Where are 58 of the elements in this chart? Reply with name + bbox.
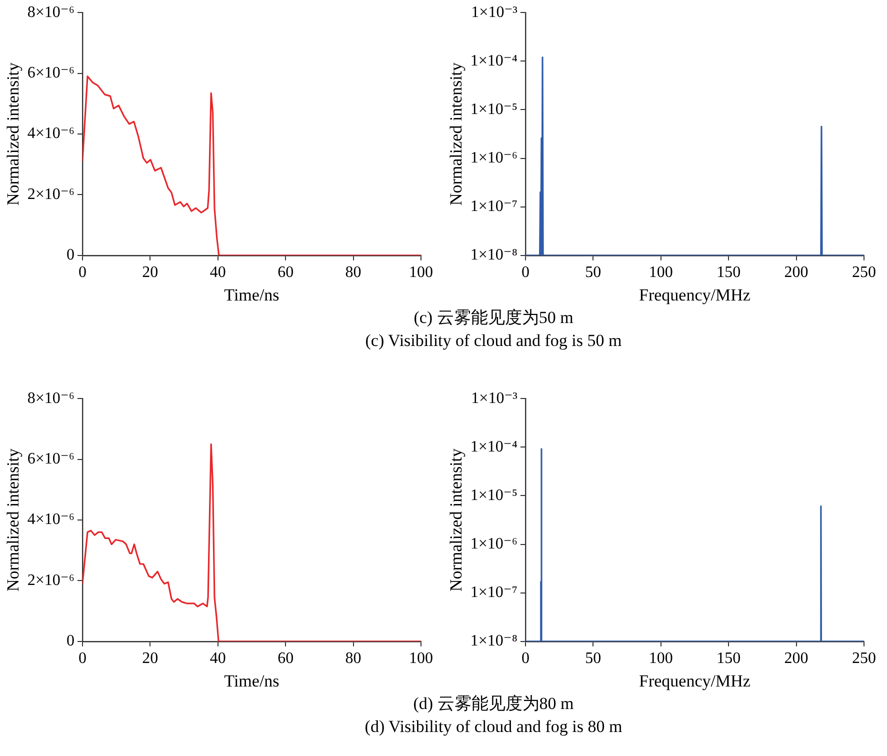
y-tick-label: 2×10⁻⁶ bbox=[27, 572, 74, 589]
x-tick-label: 80 bbox=[345, 650, 362, 668]
x-tick-label: 150 bbox=[716, 650, 741, 668]
x-tick-label: 150 bbox=[716, 264, 741, 282]
x-tick-label: 100 bbox=[409, 264, 433, 282]
x-tick-label: 80 bbox=[345, 264, 362, 282]
y-tick-label: 1×10⁻⁵ bbox=[470, 486, 518, 504]
text: (c) 云雾能见度为50 m bbox=[412, 307, 574, 329]
y-axis-title: Normalized intensity bbox=[4, 448, 23, 592]
y-axis-title: Normalized intensity bbox=[446, 448, 466, 592]
y-tick-label: 8×10⁻⁶ bbox=[27, 390, 74, 407]
y-tick-label: 1×10⁻⁴ bbox=[470, 438, 518, 456]
y-tick-label: 4×10⁻⁶ bbox=[27, 511, 74, 528]
y-axis-title: Normalized intensity bbox=[4, 62, 23, 206]
x-tick-label: 20 bbox=[142, 264, 158, 282]
y-tick-label: 0 bbox=[66, 632, 74, 650]
x-tick-label: 60 bbox=[278, 650, 294, 668]
x-tick-label: 50 bbox=[585, 650, 602, 668]
x-tick-label: 100 bbox=[648, 264, 673, 282]
y-tick-label: 1×10⁻³ bbox=[471, 390, 518, 407]
text: (d) Visibility of cloud and fog is 80 m bbox=[364, 716, 624, 738]
y-tick-label: 1×10⁻⁸ bbox=[470, 246, 518, 264]
y-tick-label: 1×10⁻⁶ bbox=[470, 149, 518, 166]
y-tick-label: 1×10⁻⁶ bbox=[470, 535, 518, 552]
x-tick-label: 60 bbox=[278, 264, 294, 282]
y-tick-label: 6×10⁻⁶ bbox=[27, 64, 74, 82]
y-tick-label: 1×10⁻⁷ bbox=[470, 584, 518, 602]
x-tick-label: 20 bbox=[142, 650, 158, 668]
y-tick-label: 6×10⁻⁶ bbox=[27, 450, 74, 468]
x-tick-label: 0 bbox=[521, 650, 530, 668]
x-tick-label: 40 bbox=[210, 264, 226, 282]
x-tick-label: 0 bbox=[521, 264, 530, 282]
x-tick-label: 40 bbox=[210, 650, 226, 668]
x-tick-label: 250 bbox=[852, 650, 876, 668]
y-tick-label: 1×10⁻⁷ bbox=[470, 198, 518, 216]
x-tick-label: 200 bbox=[784, 264, 808, 282]
y-tick-label: 1×10⁻⁴ bbox=[470, 52, 518, 70]
x-tick-label: 100 bbox=[409, 650, 433, 668]
x-axis-title: Frequency/MHz bbox=[639, 671, 751, 690]
x-tick-label: 250 bbox=[852, 264, 876, 282]
y-tick-label: 1×10⁻³ bbox=[471, 4, 518, 21]
text: (d) 云雾能见度为80 m bbox=[412, 693, 575, 715]
y-tick-label: 1×10⁻⁵ bbox=[470, 100, 518, 118]
x-tick-label: 0 bbox=[78, 650, 86, 668]
x-tick-label: 50 bbox=[585, 264, 602, 282]
y-tick-label: 8×10⁻⁶ bbox=[27, 4, 74, 21]
y-tick-label: 2×10⁻⁶ bbox=[27, 186, 74, 203]
y-axis-title: Normalized intensity bbox=[446, 62, 466, 206]
y-tick-label: 4×10⁻⁶ bbox=[27, 125, 74, 142]
x-tick-label: 100 bbox=[648, 650, 673, 668]
x-axis-title: Time/ns bbox=[224, 671, 280, 690]
x-axis-title: Time/ns bbox=[224, 285, 280, 304]
text: (c) Visibility of cloud and fog is 50 m bbox=[364, 330, 623, 352]
y-tick-label: 1×10⁻⁸ bbox=[470, 632, 518, 650]
y-tick-label: 0 bbox=[66, 246, 74, 264]
x-tick-label: 0 bbox=[78, 264, 86, 282]
x-tick-label: 200 bbox=[784, 650, 808, 668]
x-axis-title: Frequency/MHz bbox=[639, 285, 751, 304]
